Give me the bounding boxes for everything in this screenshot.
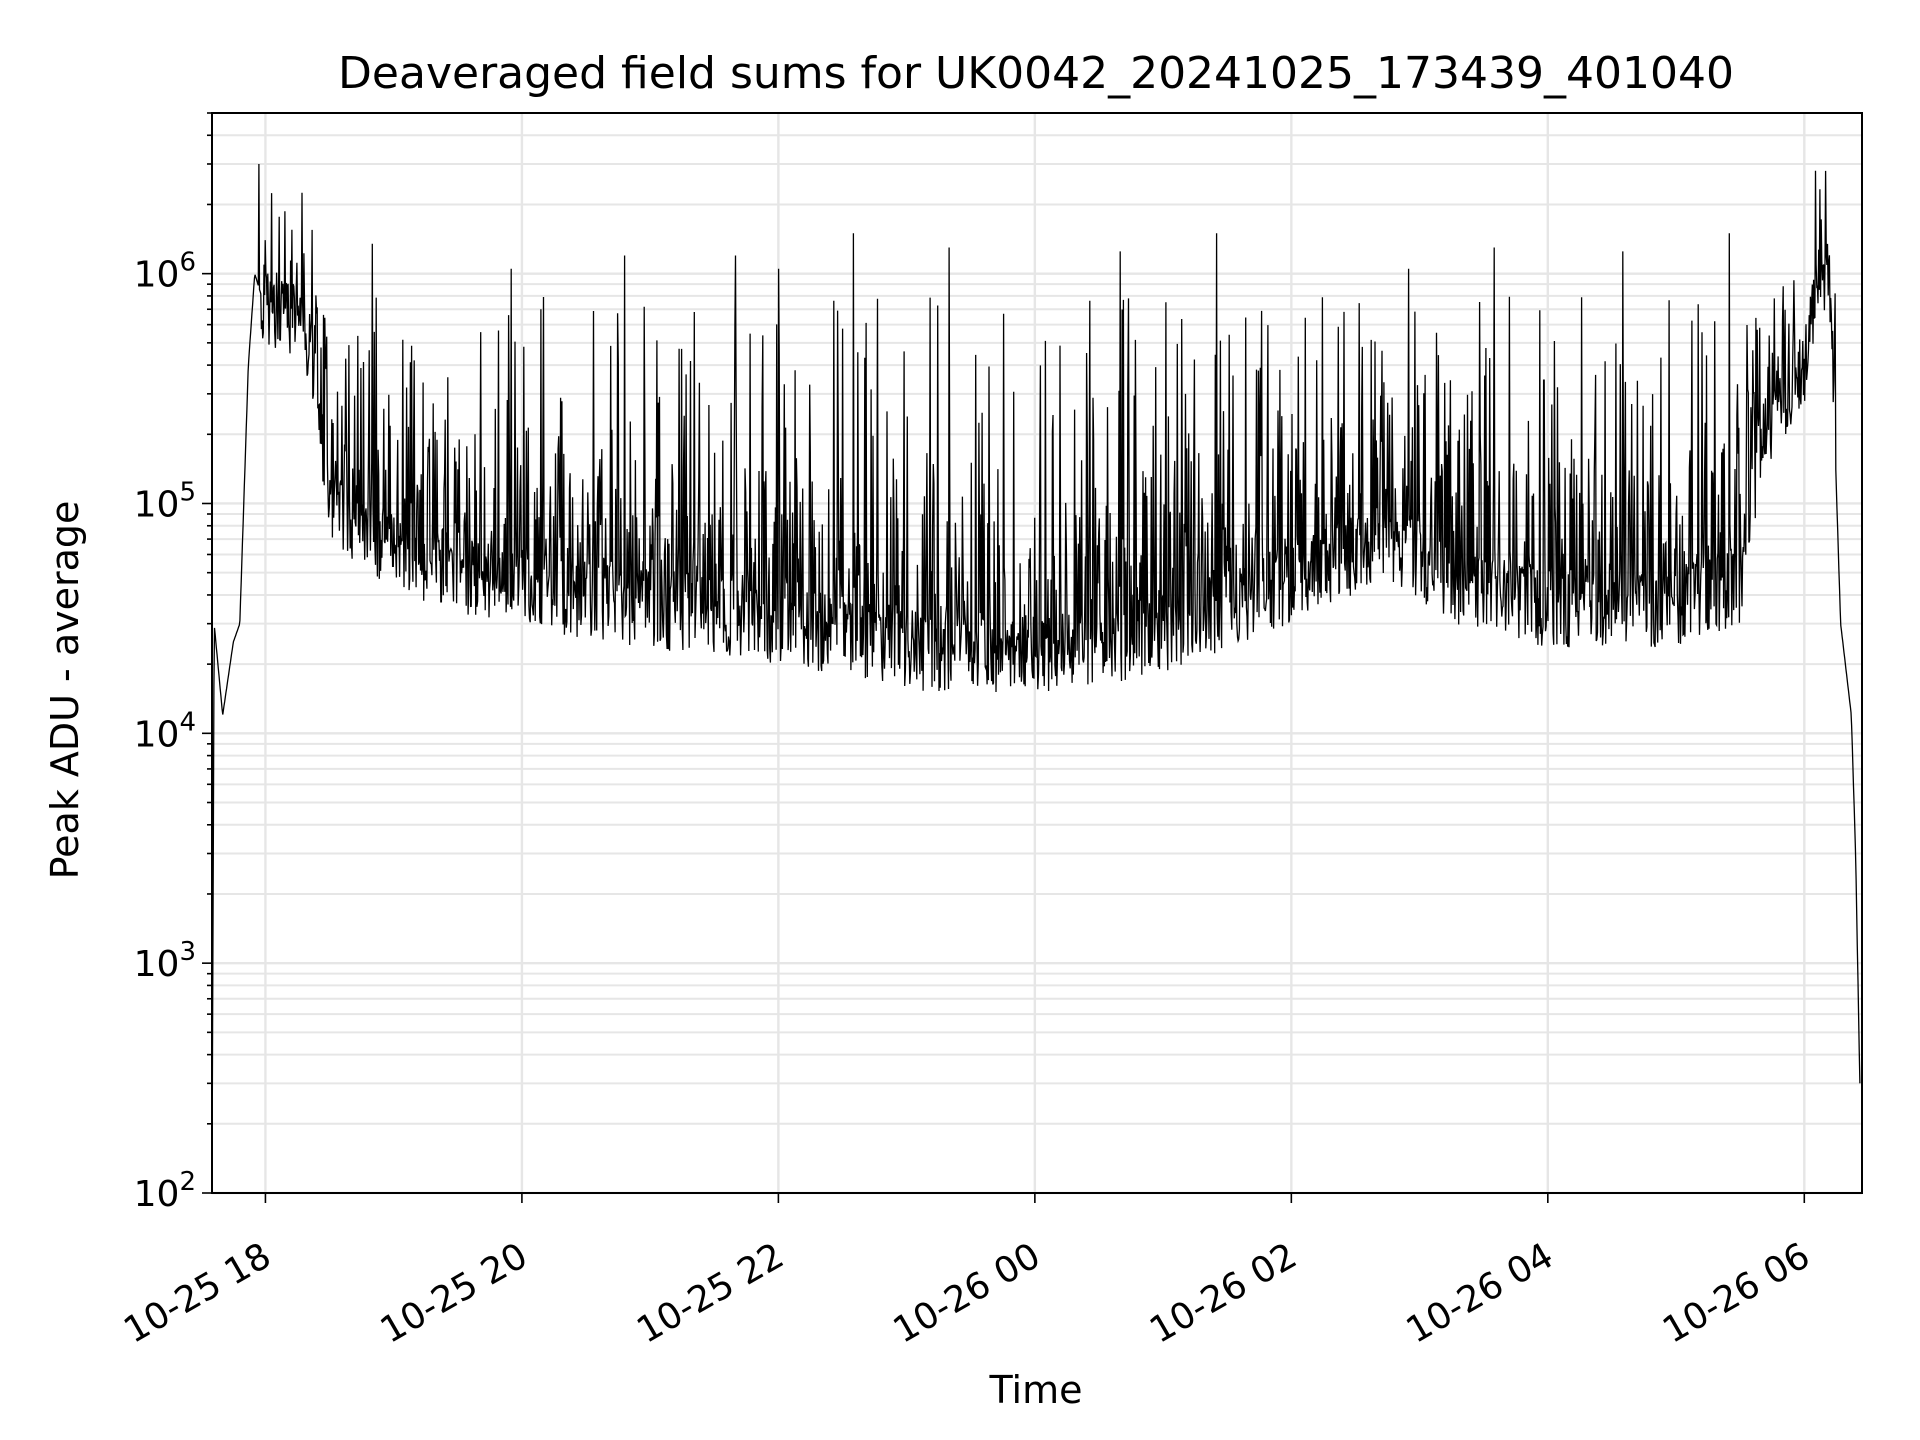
y-tick-base: 10: [134, 1174, 180, 1215]
x-tick-label: 10-26 02: [1143, 1235, 1304, 1351]
x-tick-label: 10-26 04: [1400, 1235, 1561, 1351]
y-axis-label: Peak ADU - average: [43, 501, 87, 880]
y-tick-base: 10: [134, 484, 180, 525]
x-tick-label: 10-25 20: [374, 1235, 535, 1351]
chart-title: Deaveraged field sums for UK0042_2024102…: [338, 48, 1734, 99]
x-tick-label: 10-25 18: [117, 1235, 278, 1351]
y-tick-base: 10: [134, 714, 180, 755]
y-tick-label: 102: [134, 1167, 196, 1215]
y-tick-exponent: 6: [179, 248, 196, 278]
y-tick-exponent: 2: [179, 1167, 196, 1197]
y-tick-label: 106: [134, 248, 196, 296]
y-tick-label: 103: [134, 937, 196, 985]
y-tick-base: 10: [134, 255, 180, 296]
x-axis-label: Time: [989, 1368, 1083, 1412]
x-tick-label: 10-25 22: [630, 1235, 791, 1351]
y-tick-exponent: 4: [179, 707, 196, 737]
series-line: [211, 163, 1861, 1194]
x-tick-label: 10-26 06: [1656, 1235, 1817, 1351]
x-tick-label: 10-26 00: [887, 1235, 1048, 1351]
plot-frame: [211, 112, 1863, 1194]
y-tick-exponent: 3: [179, 937, 196, 967]
y-tick-exponent: 5: [179, 477, 196, 507]
y-tick-base: 10: [134, 944, 180, 985]
y-tick-label: 104: [134, 707, 196, 755]
series-layer: [211, 163, 1861, 1194]
y-tick-label: 105: [134, 477, 196, 525]
